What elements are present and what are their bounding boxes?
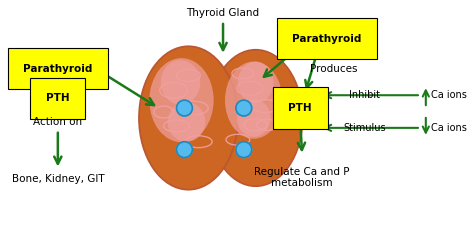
Ellipse shape bbox=[139, 46, 238, 190]
Ellipse shape bbox=[161, 60, 201, 105]
Ellipse shape bbox=[209, 50, 303, 186]
Ellipse shape bbox=[149, 58, 214, 142]
Text: Parathyroid: Parathyroid bbox=[292, 34, 362, 44]
Text: Parathyroid: Parathyroid bbox=[23, 64, 92, 73]
Text: Produces: Produces bbox=[310, 64, 357, 73]
Text: Action on: Action on bbox=[33, 117, 82, 127]
Ellipse shape bbox=[225, 62, 283, 139]
Circle shape bbox=[236, 142, 252, 158]
Circle shape bbox=[176, 142, 192, 158]
Circle shape bbox=[176, 100, 192, 116]
Text: Stimulus: Stimulus bbox=[343, 123, 386, 133]
Text: PTH: PTH bbox=[46, 93, 70, 103]
Ellipse shape bbox=[238, 62, 273, 103]
Text: Regulate Ca and P
metabolism: Regulate Ca and P metabolism bbox=[255, 167, 350, 188]
Ellipse shape bbox=[237, 99, 271, 137]
Circle shape bbox=[236, 100, 252, 116]
Text: PTH: PTH bbox=[288, 103, 312, 113]
Text: Ca ions: Ca ions bbox=[431, 123, 466, 133]
Text: Inhibit: Inhibit bbox=[349, 90, 380, 100]
Ellipse shape bbox=[168, 102, 205, 142]
Text: Bone, Kidney, GIT: Bone, Kidney, GIT bbox=[11, 174, 104, 184]
Text: Thyroid Gland: Thyroid Gland bbox=[186, 8, 260, 18]
Text: Ca ions: Ca ions bbox=[431, 90, 466, 100]
